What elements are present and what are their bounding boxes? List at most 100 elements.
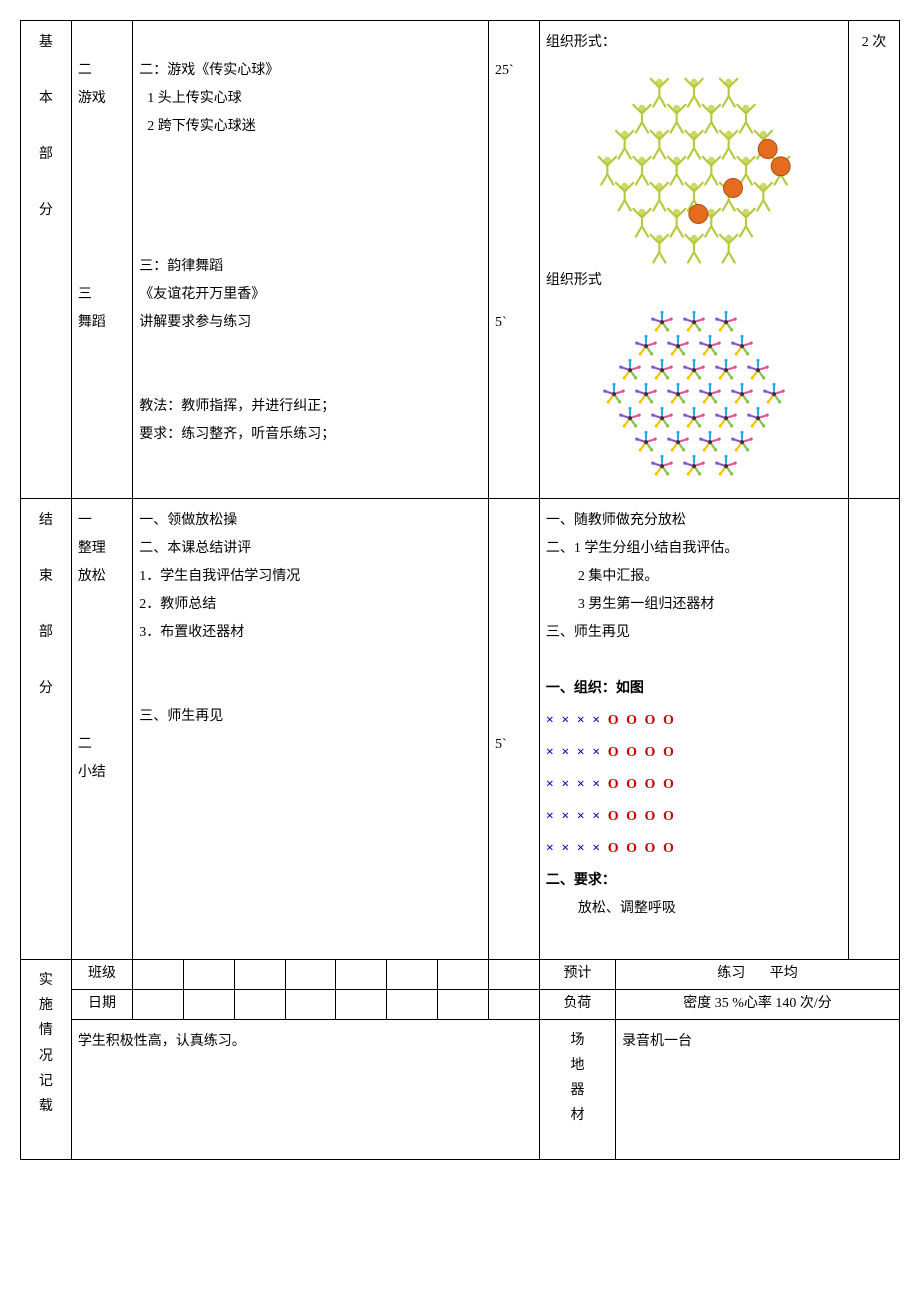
char: 束	[39, 569, 53, 584]
content-line: 教法：教师指挥，并进行纠正；	[139, 393, 482, 421]
class-cell	[438, 960, 489, 990]
section-basic-label: 基 本 部 分	[21, 21, 72, 499]
class-cell	[387, 960, 438, 990]
class-cell	[234, 960, 285, 990]
formation-diagram-2	[546, 295, 842, 490]
end-time: 5`	[489, 499, 540, 960]
char: 地	[570, 1058, 584, 1073]
formation-diagram-1	[546, 57, 842, 267]
char: 基	[39, 35, 53, 50]
char: 载	[39, 1099, 53, 1114]
org-line: 二、1 学生分组小结自我评估。	[546, 535, 842, 563]
org-line: 一、组织：如图	[546, 675, 842, 703]
org-label: 组织形式：	[546, 29, 842, 57]
pred-line2: 密度 35 %心率 140 次/分	[616, 989, 900, 1019]
char: 部	[39, 147, 53, 162]
sub-num: 一	[78, 507, 126, 535]
sub-label: 舞蹈	[78, 309, 126, 337]
date-cell	[184, 989, 235, 1019]
org-label: 组织形式	[546, 267, 842, 295]
org-line: 放松、调整呼吸	[546, 895, 842, 923]
content-line: 3．布置收还器材	[139, 619, 482, 647]
basic-organization: 组织形式： 组织形式	[539, 21, 848, 499]
class-cell	[336, 960, 387, 990]
sub-num: 三	[78, 281, 126, 309]
pred-t2: 平均	[770, 966, 798, 981]
content-line: 1．学生自我评估学习情况	[139, 563, 482, 591]
date-cell	[336, 989, 387, 1019]
date-cell	[438, 989, 489, 1019]
content-line: 1 头上传实心球	[139, 85, 482, 113]
date-label: 日期	[71, 989, 132, 1019]
org-line: 3 男生第一组归还器材	[546, 591, 842, 619]
sub-num: 二	[78, 731, 126, 759]
pred-text: 练习 平均	[616, 960, 900, 990]
content-line: 2 跨下传实心球迷	[139, 113, 482, 141]
org-line: 一、随教师做充分放松	[546, 507, 842, 535]
org-line: 2 集中汇报。	[546, 563, 842, 591]
char: 本	[39, 91, 53, 106]
sub-label: 放松	[78, 563, 126, 591]
char: 分	[39, 203, 53, 218]
venue-label: 场 地 器 材	[539, 1019, 615, 1159]
sub-label: 游戏	[78, 85, 126, 113]
time-value: 5`	[495, 731, 533, 759]
end-reps	[849, 499, 900, 960]
section-end-label: 结 束 部 分	[21, 499, 72, 960]
sub-num: 二	[78, 57, 126, 85]
content-line: 三、师生再见	[139, 703, 482, 731]
content-line: 要求：练习整齐，听音乐练习；	[139, 421, 482, 449]
char: 况	[39, 1049, 53, 1064]
content-title: 二：游戏《传实心球》	[139, 57, 482, 85]
basic-content: 二：游戏《传实心球》 1 头上传实心球 2 跨下传实心球迷 三：韵律舞蹈 《友谊…	[133, 21, 489, 499]
char: 情	[39, 1023, 53, 1038]
pred-label: 预计	[539, 960, 615, 990]
content-line: 2．教师总结	[139, 591, 482, 619]
reps-value: 2 次	[862, 35, 887, 50]
char: 记	[39, 1074, 53, 1089]
char: 结	[39, 513, 53, 528]
class-cell	[133, 960, 184, 990]
basic-subsections: 二 游戏 三 舞蹈	[71, 21, 132, 499]
section-impl-label: 实 施 情 况 记 载	[21, 960, 72, 1160]
time-value: 25`	[495, 57, 533, 85]
content-line: 讲解要求参与练习	[139, 309, 482, 337]
pred-t1: 练习	[717, 966, 745, 981]
class-cell	[184, 960, 235, 990]
end-content: 一、领做放松操 二、本课总结讲评 1．学生自我评估学习情况 2．教师总结 3．布…	[133, 499, 489, 960]
char: 部	[39, 625, 53, 640]
content-line: 《友谊花开万里香》	[139, 281, 482, 309]
char: 施	[39, 998, 53, 1013]
end-subsections: 一 整理 放松 二 小结	[71, 499, 132, 960]
end-organization: 一、随教师做充分放松 二、1 学生分组小结自我评估。 2 集中汇报。 3 男生第…	[539, 499, 848, 960]
content-title: 三：韵律舞蹈	[139, 253, 482, 281]
sub-label: 整理	[78, 535, 126, 563]
time-value: 5`	[495, 309, 533, 337]
char: 场	[570, 1033, 584, 1048]
char: 分	[39, 681, 53, 696]
equipment: 录音机一台	[616, 1019, 900, 1159]
basic-reps: 2 次	[849, 21, 900, 499]
note-text: 学生积极性高，认真练习。	[78, 1034, 246, 1049]
load-label: 负荷	[539, 989, 615, 1019]
lesson-plan-table: 基 本 部 分 二 游戏 三 舞蹈 二：游戏《传实心球》 1 头上传实心球 2 …	[20, 20, 900, 1160]
sub-label: 小结	[78, 759, 126, 787]
date-cell	[133, 989, 184, 1019]
char: 实	[39, 973, 53, 988]
content-line: 一、领做放松操	[139, 507, 482, 535]
char: 器	[570, 1083, 584, 1098]
date-cell	[285, 989, 336, 1019]
basic-time: 25` 5`	[489, 21, 540, 499]
date-cell	[387, 989, 438, 1019]
impl-note: 学生积极性高，认真练习。	[71, 1019, 539, 1159]
date-cell	[234, 989, 285, 1019]
org-line: 二、要求：	[546, 867, 842, 895]
formation-grid: × × × × O O O O × × × × O O O O × × × × …	[546, 707, 842, 863]
date-cell	[489, 989, 540, 1019]
class-cell	[285, 960, 336, 990]
class-label: 班级	[71, 960, 132, 990]
content-line: 二、本课总结讲评	[139, 535, 482, 563]
char: 材	[570, 1108, 584, 1123]
class-cell	[489, 960, 540, 990]
org-line: 三、师生再见	[546, 619, 842, 647]
